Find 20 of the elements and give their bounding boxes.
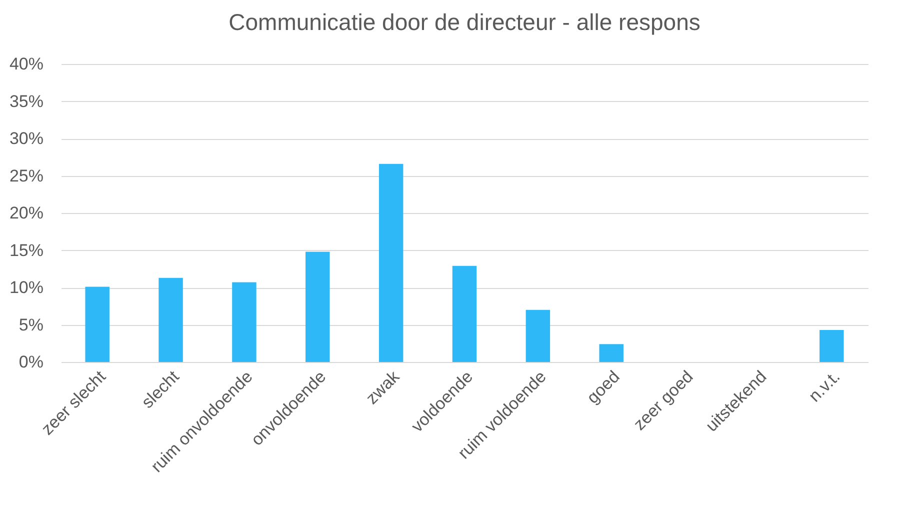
bar xyxy=(378,164,404,362)
y-tick-label: 30% xyxy=(9,129,44,148)
y-tick-label: 40% xyxy=(9,54,44,74)
bar xyxy=(232,282,256,362)
bar xyxy=(452,266,477,362)
y-tick-label: 10% xyxy=(9,278,44,297)
y-tick-label: 35% xyxy=(9,92,44,111)
y-tick-label: 15% xyxy=(9,240,44,260)
chart-title: Communicatie door de directeur - alle respons xyxy=(228,9,700,35)
bar xyxy=(306,252,330,362)
y-tick-label: 20% xyxy=(9,204,44,222)
bar xyxy=(526,310,550,362)
x-tick-label: n.v.t. xyxy=(805,367,844,406)
y-tick-label: 5% xyxy=(18,315,44,334)
y-tick-label: 0% xyxy=(18,352,44,372)
bar xyxy=(85,286,110,362)
bar xyxy=(820,330,844,362)
bar xyxy=(158,278,183,362)
bar xyxy=(599,344,624,362)
y-tick-label: 25% xyxy=(9,166,44,186)
